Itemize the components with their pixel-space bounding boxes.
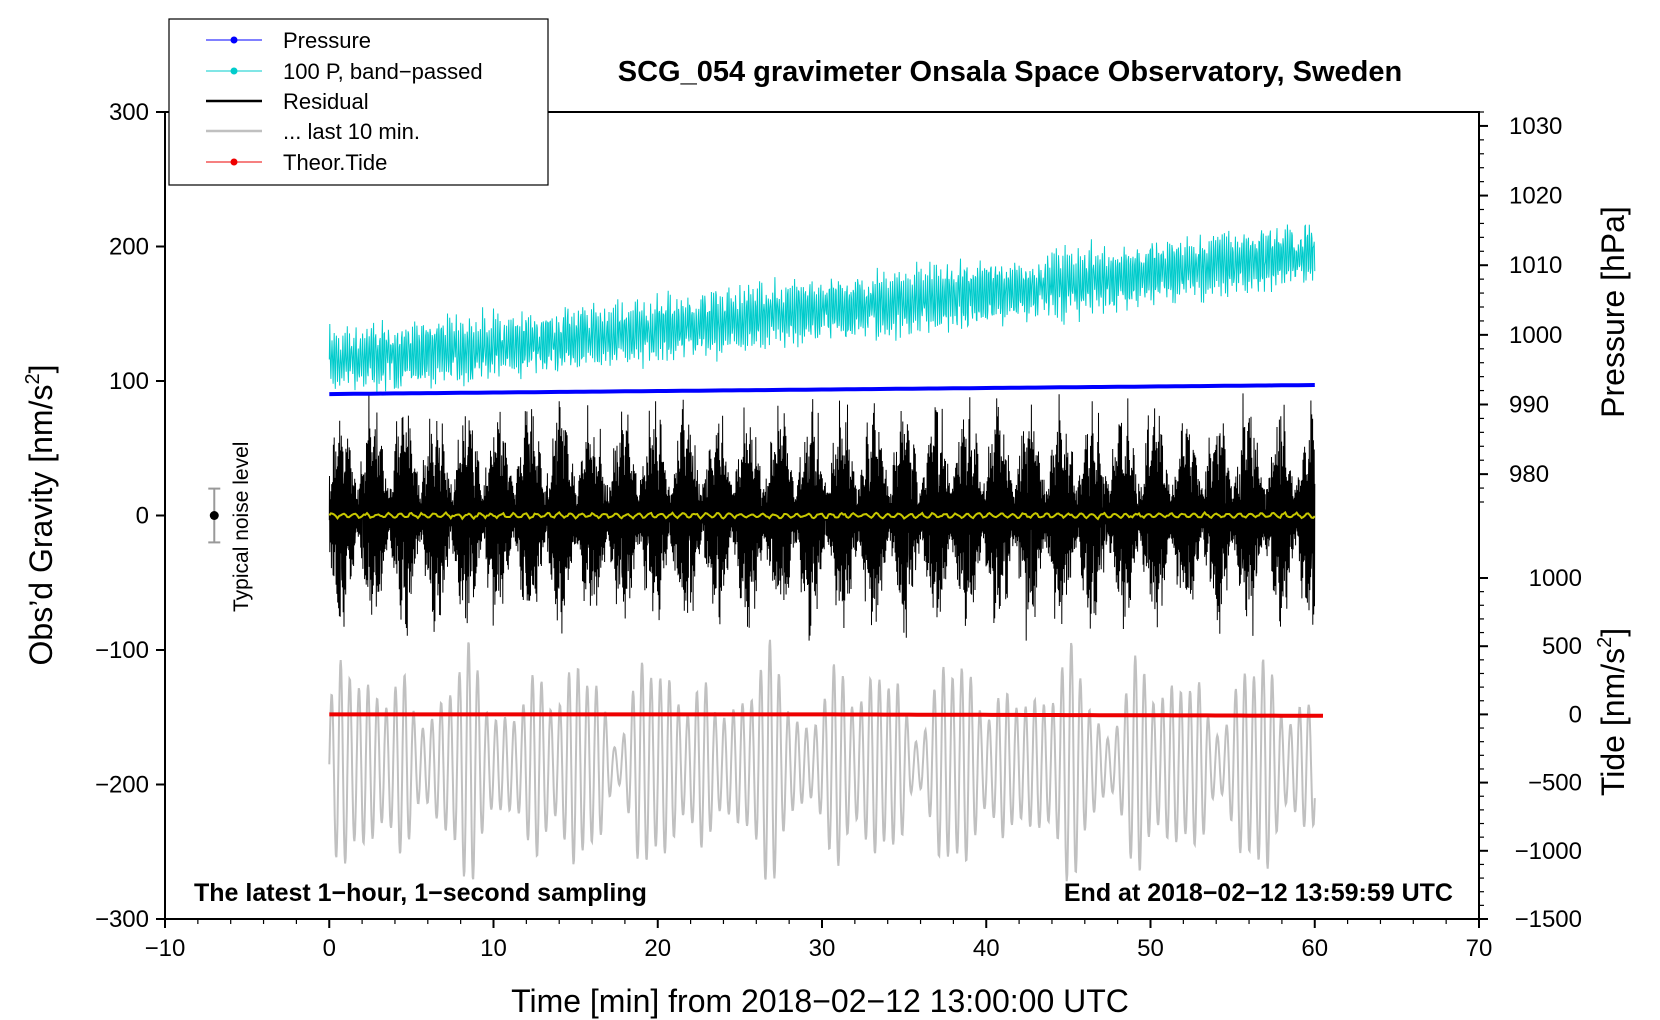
tide-tick-label: −500 bbox=[1528, 770, 1582, 797]
legend-pressure-marker bbox=[230, 36, 238, 44]
sampling-annotation: The latest 1−hour, 1−second sampling bbox=[194, 879, 647, 907]
tide-axis-ticks: 1000 500 0 −500 −1000 −1500 bbox=[1479, 565, 1582, 933]
theoretical-tide-line bbox=[329, 712, 1324, 718]
legend-band-passed-label: 100 P, band−passed bbox=[283, 59, 483, 84]
residual-series bbox=[328, 392, 1316, 641]
tide-tick-label: −1000 bbox=[1515, 838, 1582, 865]
legend-tide-label: Theor.Tide bbox=[283, 150, 387, 175]
legend-band-passed-marker bbox=[230, 67, 238, 75]
pressure-tick-label: 1020 bbox=[1509, 183, 1562, 210]
pressure-tick-label: 1030 bbox=[1509, 113, 1562, 140]
pressure-tick-label: 1010 bbox=[1509, 252, 1562, 279]
noise-bar-dot bbox=[209, 511, 219, 520]
x-tick-label: 0 bbox=[323, 935, 336, 962]
last-10-min-line bbox=[328, 510, 1316, 521]
y-axis-ticks: 300 200 100 0 −100 −200 −300 bbox=[95, 99, 165, 933]
y-axis-label: Obs’d Gravity [nm/s2] bbox=[22, 365, 59, 666]
theoretical-tide-series bbox=[329, 712, 1324, 718]
x-tick-label: 30 bbox=[809, 935, 836, 962]
x-tick-label: 60 bbox=[1301, 935, 1328, 962]
noise-level-bar bbox=[208, 487, 221, 544]
pressure-tick-label: 980 bbox=[1509, 461, 1549, 488]
pressure-line bbox=[329, 383, 1315, 397]
pressure-axis-ticks: 1030 1020 1010 1000 990 980 bbox=[1479, 111, 1562, 503]
residual-line bbox=[328, 392, 1316, 641]
pressure-tick-label: 1000 bbox=[1509, 322, 1562, 349]
y-tick-label: −300 bbox=[95, 906, 149, 933]
tide-oscillation-series bbox=[328, 639, 1316, 882]
noise-level-label: Typical noise level bbox=[230, 442, 253, 612]
tide-oscillation-line bbox=[328, 639, 1316, 882]
pressure-axis-label: Pressure [hPa] bbox=[1595, 206, 1631, 418]
band-passed-line bbox=[328, 224, 1316, 394]
x-tick-label: 40 bbox=[973, 935, 1000, 962]
tide-tick-label: 0 bbox=[1569, 701, 1582, 728]
tide-tick-label: 1000 bbox=[1529, 565, 1582, 592]
x-tick-label: 50 bbox=[1137, 935, 1164, 962]
pressure-tick-label: 990 bbox=[1509, 392, 1549, 419]
end-time-annotation: End at 2018−02−12 13:59:59 UTC bbox=[1064, 879, 1453, 907]
legend-last10-label: ... last 10 min. bbox=[283, 119, 420, 144]
tide-axis-label: Tide [nm/s2] bbox=[1594, 628, 1631, 796]
chart-title: SCG_054 gravimeter Onsala Space Observat… bbox=[618, 56, 1402, 88]
legend: Pressure 100 P, band−passed Residual ...… bbox=[168, 18, 549, 186]
x-tick-label: −10 bbox=[145, 935, 186, 962]
legend-tide-marker bbox=[230, 158, 238, 166]
x-tick-label: 70 bbox=[1466, 935, 1493, 962]
x-tick-label: 20 bbox=[644, 935, 671, 962]
y-tick-label: 200 bbox=[109, 234, 149, 261]
y-tick-label: 100 bbox=[109, 368, 149, 395]
y-tick-label: 300 bbox=[109, 99, 149, 126]
tide-tick-label: −1500 bbox=[1515, 906, 1582, 933]
x-tick-label: 10 bbox=[480, 935, 507, 962]
y-tick-label: 0 bbox=[136, 503, 149, 530]
x-axis-ticks: −10 0 10 20 30 40 50 60 70 bbox=[145, 919, 1493, 962]
legend-pressure-label: Pressure bbox=[283, 28, 371, 53]
x-axis-label: Time [min] from 2018−02−12 13:00:00 UTC bbox=[511, 983, 1129, 1019]
y-tick-label: −100 bbox=[95, 637, 149, 664]
legend-residual-label: Residual bbox=[283, 89, 369, 114]
pressure-series bbox=[329, 383, 1315, 397]
y-tick-label: −200 bbox=[95, 772, 149, 799]
tide-tick-label: 500 bbox=[1542, 633, 1582, 660]
band-passed-pressure-series bbox=[328, 224, 1316, 394]
last-10-min-series bbox=[328, 510, 1316, 521]
